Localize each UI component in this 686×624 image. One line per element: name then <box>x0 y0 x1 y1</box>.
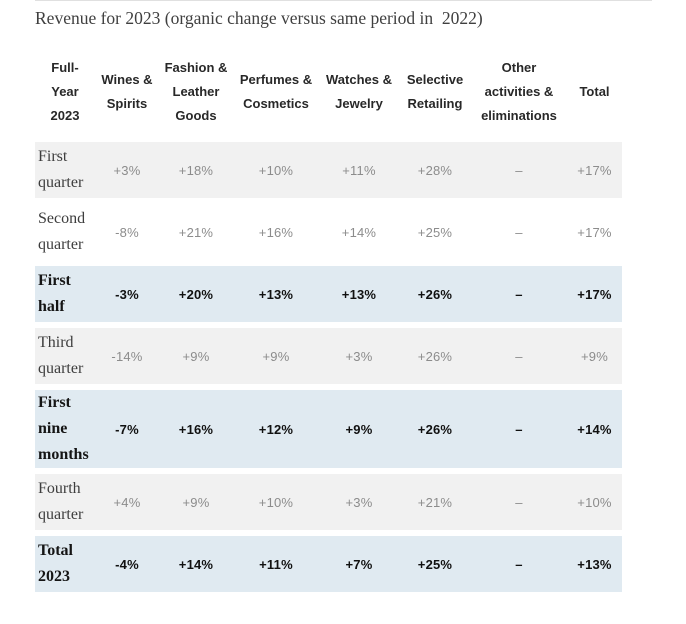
table-row-third-quarter: Third quarter -14% +9% +9% +3% +26% – +9… <box>35 328 622 384</box>
row-label: First quarter <box>35 142 95 198</box>
value-cell: +3% <box>319 474 399 530</box>
column-header-selective-retailing: Selective Retailing <box>406 72 464 111</box>
value-cell: +28% <box>399 142 471 198</box>
top-divider <box>35 0 652 1</box>
value-cell: +16% <box>159 390 233 468</box>
value-cell: +26% <box>399 328 471 384</box>
value-cell: +9% <box>233 328 319 384</box>
value-cell: – <box>471 390 567 468</box>
revenue-table: Full- Year 2023 Wines & Spirits Fashion … <box>35 42 622 598</box>
value-cell: +10% <box>233 142 319 198</box>
value-cell: +9% <box>319 390 399 468</box>
row-label: Total 2023 <box>35 536 95 592</box>
value-cell: +4% <box>95 474 159 530</box>
value-cell: +20% <box>159 266 233 322</box>
value-cell: -7% <box>95 390 159 468</box>
value-cell: +11% <box>319 142 399 198</box>
table-row-second-quarter: Second quarter -8% +21% +16% +14% +25% –… <box>35 204 622 260</box>
column-header-watches-jewelry: Watches & Jewelry <box>326 72 392 111</box>
value-cell: – <box>471 142 567 198</box>
table-row-total-2023: Total 2023 -4% +14% +11% +7% +25% – +13% <box>35 536 622 592</box>
value-cell: +21% <box>399 474 471 530</box>
header-row: Full- Year 2023 Wines & Spirits Fashion … <box>35 48 622 136</box>
row-label: First half <box>35 266 95 322</box>
value-cell: +14% <box>319 204 399 260</box>
row-label: First nine months <box>35 390 95 468</box>
row-label: Third quarter <box>35 328 95 384</box>
value-cell: – <box>471 474 567 530</box>
value-cell: +25% <box>399 204 471 260</box>
column-header-other-activities: Other activities & eliminations <box>481 60 557 123</box>
column-header-total: Total <box>579 84 610 99</box>
value-cell: -4% <box>95 536 159 592</box>
value-cell: +17% <box>567 266 622 322</box>
value-cell: -8% <box>95 204 159 260</box>
row-label: Second quarter <box>35 204 95 260</box>
value-cell: +14% <box>567 390 622 468</box>
value-cell: +11% <box>233 536 319 592</box>
value-cell: +9% <box>567 328 622 384</box>
value-cell: +17% <box>567 204 622 260</box>
row-label: Fourth quarter <box>35 474 95 530</box>
value-cell: +26% <box>399 390 471 468</box>
value-cell: +3% <box>319 328 399 384</box>
value-cell: – <box>471 536 567 592</box>
table-row-fourth-quarter: Fourth quarter +4% +9% +10% +3% +21% – +… <box>35 474 622 530</box>
value-cell: +18% <box>159 142 233 198</box>
value-cell: -3% <box>95 266 159 322</box>
value-cell: +9% <box>159 474 233 530</box>
value-cell: -14% <box>95 328 159 384</box>
value-cell: +17% <box>567 142 622 198</box>
column-header-fashion-leather-goods: Fashion & Leather Goods <box>164 60 228 123</box>
value-cell: +12% <box>233 390 319 468</box>
value-cell: +10% <box>567 474 622 530</box>
value-cell: +16% <box>233 204 319 260</box>
value-cell: +21% <box>159 204 233 260</box>
page-title: Revenue for 2023 (organic change versus … <box>35 8 483 28</box>
value-cell: – <box>471 266 567 322</box>
value-cell: +13% <box>319 266 399 322</box>
table-row-first-half: First half -3% +20% +13% +13% +26% – +17… <box>35 266 622 322</box>
value-cell: +3% <box>95 142 159 198</box>
value-cell: +7% <box>319 536 399 592</box>
value-cell: – <box>471 204 567 260</box>
table-row-first-quarter: First quarter +3% +18% +10% +11% +28% – … <box>35 142 622 198</box>
column-header-wines-spirits: Wines & Spirits <box>101 72 153 111</box>
value-cell: +25% <box>399 536 471 592</box>
value-cell: +13% <box>233 266 319 322</box>
column-header-full-year-2023: Full- Year 2023 <box>50 60 80 123</box>
value-cell: +13% <box>567 536 622 592</box>
value-cell: – <box>471 328 567 384</box>
value-cell: +10% <box>233 474 319 530</box>
value-cell: +9% <box>159 328 233 384</box>
table-row-first-nine-months: First nine months -7% +16% +12% +9% +26%… <box>35 390 622 468</box>
value-cell: +14% <box>159 536 233 592</box>
value-cell: +26% <box>399 266 471 322</box>
column-header-perfumes-cosmetics: Perfumes & Cosmetics <box>239 72 313 111</box>
